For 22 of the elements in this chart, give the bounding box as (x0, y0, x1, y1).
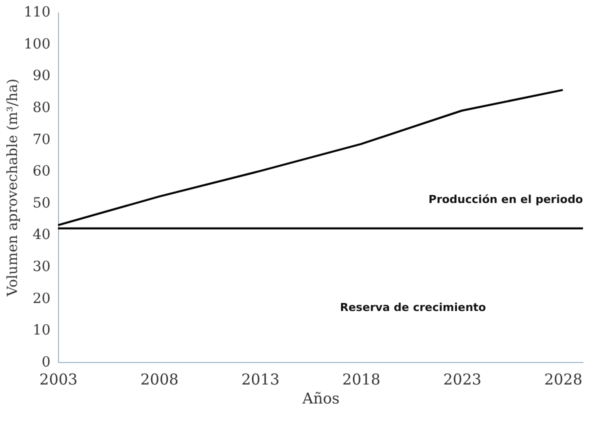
y-tick-label: 30 (32, 259, 50, 276)
y-tick-label: 70 (32, 132, 50, 148)
y-tick-label: 80 (32, 100, 50, 116)
y-tick-label: 40 (32, 227, 50, 244)
y-tick-label: 10 (32, 322, 50, 339)
annotation: Reserva de crecimiento (340, 301, 486, 314)
y-tick-label: 100 (24, 36, 50, 52)
x-tick-label: 2023 (443, 370, 482, 388)
y-tick-label: 90 (32, 68, 50, 84)
y-tick-label: 50 (32, 195, 50, 212)
annotation: Producción en el periodo (428, 193, 584, 206)
y-tick-label: 20 (32, 290, 50, 307)
y-axis-title: Volumen aprovechable (m³/ha) (4, 78, 21, 298)
x-axis-title: Años (301, 390, 340, 408)
x-tick-label: 2028 (544, 370, 582, 388)
y-tick-label: 60 (32, 164, 50, 180)
y-tick-label: 110 (24, 4, 50, 20)
x-tick-label: 2013 (241, 370, 280, 388)
y-tick-label: 0 (42, 354, 50, 370)
x-tick-label: 2003 (39, 370, 78, 388)
x-tick-label: 2018 (342, 370, 380, 388)
x-tick-label: 2008 (140, 370, 179, 388)
